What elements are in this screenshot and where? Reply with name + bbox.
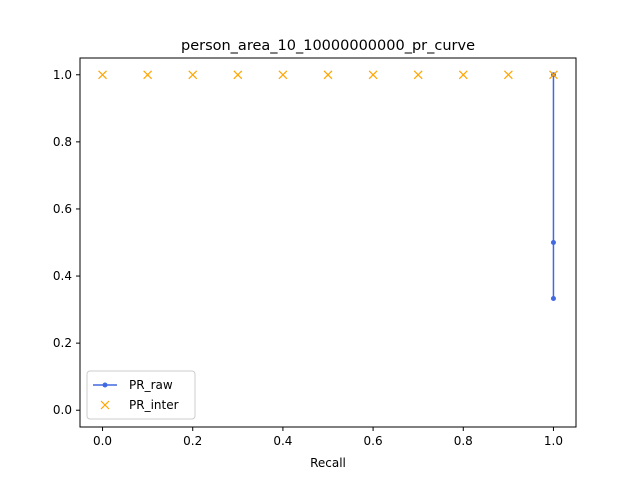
x-tick-label: 1.0 [544,434,563,448]
pr-inter-marker [503,70,513,80]
x-tick-label: 0.2 [183,434,202,448]
pr-inter-marker [188,70,198,80]
y-tick-label: 0.4 [53,269,72,283]
pr-raw-point [550,240,556,245]
legend-dot-swatch [102,382,108,388]
x-tick-label: 0.0 [93,434,112,448]
x-tick-label: 0.6 [364,434,383,448]
y-tick-label: 0.0 [53,403,72,417]
chart-title: person_area_10_10000000000_pr_curve [181,38,475,54]
pr-inter-marker [98,70,107,80]
legend-x-swatch [100,400,110,410]
y-tick-label: 0.2 [53,336,72,350]
axis-ticks: 0.0 0.2 0.4 0.6 0.8 1.0 0.0 0.2 0.4 0.6 0.8 1.0 [53,68,563,448]
x-tick-label: 0.4 [273,434,292,448]
pr-inter-marker [278,70,288,80]
y-tick-label: 1.0 [53,68,72,82]
pr-inter-marker [143,70,153,80]
pr-inter-marker [233,70,243,80]
pr-inter-marker [458,70,468,80]
pr-inter-marker [323,70,333,80]
pr-inter-marker [368,70,378,80]
pr-inter-marker [549,70,558,80]
x-tick-label: 0.8 [454,434,473,448]
legend-box [86,370,196,420]
y-tick-label: 0.8 [53,135,72,149]
pr-raw-point [550,296,556,302]
legend-label: PR_raw [129,378,173,392]
y-tick-label: 0.6 [53,202,72,216]
x-axis-label: Recall [310,456,346,470]
pr-inter-marker [413,70,423,80]
legend: PR_raw PR_inter [86,370,196,420]
plot-frame [79,57,577,428]
plot-area [98,70,558,302]
legend-label: PR_inter [129,398,179,412]
